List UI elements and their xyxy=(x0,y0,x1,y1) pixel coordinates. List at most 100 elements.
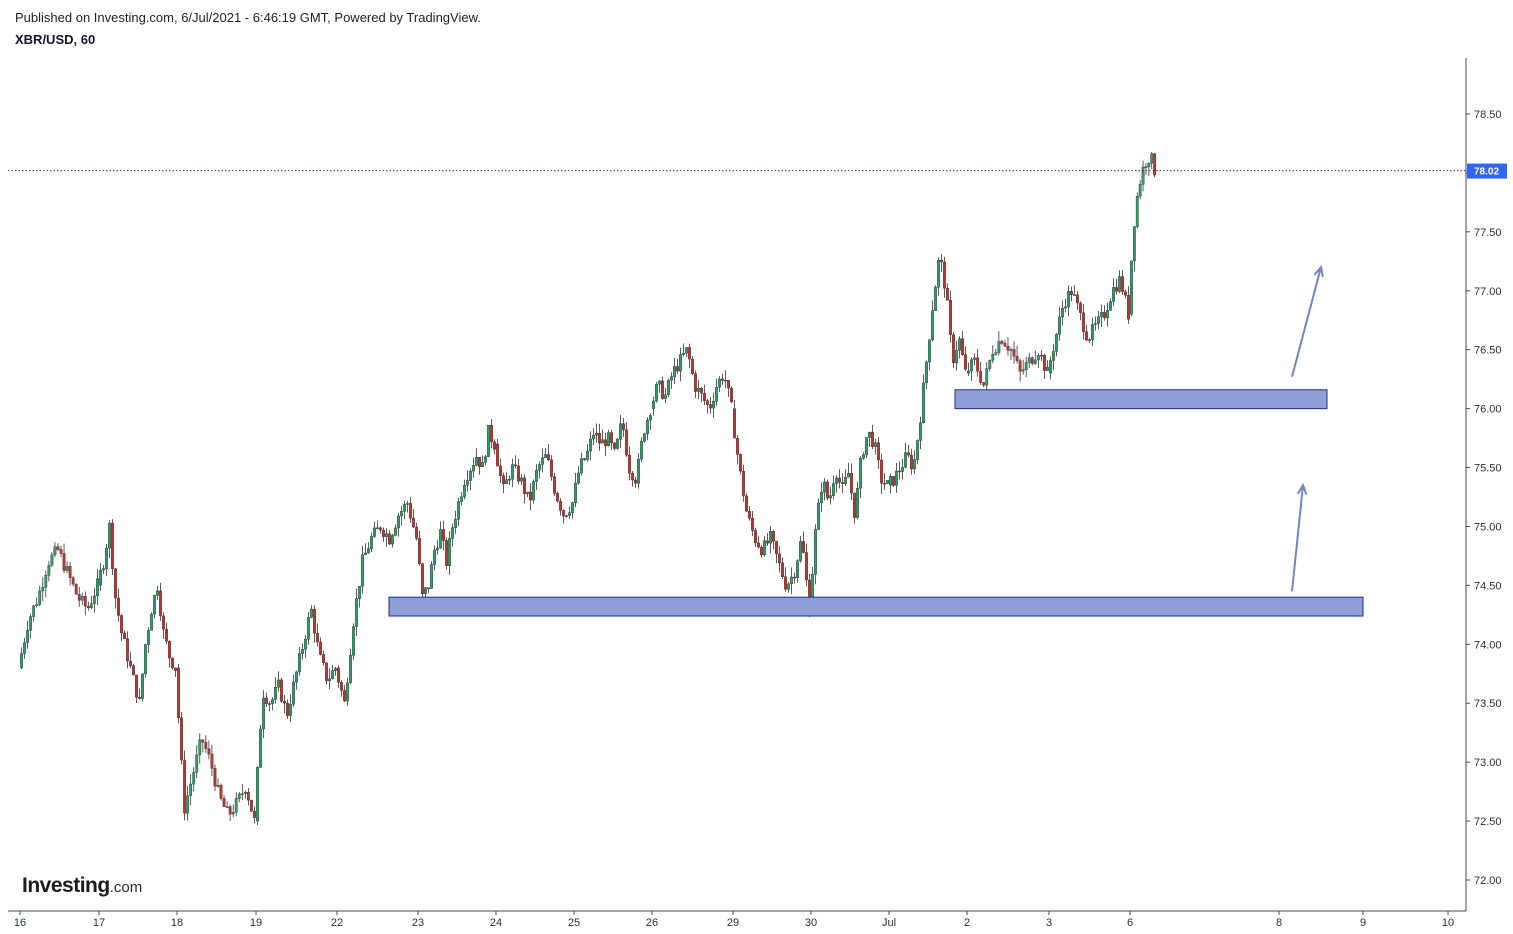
candle xyxy=(246,788,250,806)
candle-body xyxy=(65,566,69,571)
candle xyxy=(511,458,514,488)
projection-arrow[interactable] xyxy=(1291,482,1308,592)
candle xyxy=(53,542,57,558)
x-tick-label: 19 xyxy=(250,917,262,929)
candle-body xyxy=(472,465,475,472)
candle-body xyxy=(934,287,937,311)
candle xyxy=(949,290,952,343)
candle-body xyxy=(26,630,29,643)
candle-body xyxy=(721,378,724,381)
candle-body xyxy=(454,519,457,528)
x-tick-label: 24 xyxy=(490,917,502,929)
candle-body xyxy=(129,660,132,666)
candle xyxy=(1006,337,1010,356)
candle xyxy=(547,443,550,462)
candle-body xyxy=(1027,357,1031,363)
candle-body xyxy=(739,454,742,472)
candle-body xyxy=(204,741,208,749)
candle xyxy=(1018,358,1022,382)
candle-body xyxy=(415,526,418,539)
candle xyxy=(292,674,295,708)
candle xyxy=(940,254,943,273)
candle-body xyxy=(1150,153,1154,164)
candle-body xyxy=(511,464,514,480)
candle-body xyxy=(478,457,481,468)
candle-body xyxy=(382,529,385,537)
candle xyxy=(628,446,631,481)
candle xyxy=(946,283,949,301)
candle-body xyxy=(928,339,931,363)
candle-body xyxy=(358,585,361,599)
candle xyxy=(610,429,613,450)
candle xyxy=(481,455,484,468)
candle xyxy=(32,605,36,622)
candle xyxy=(1052,343,1055,371)
candle xyxy=(1094,316,1097,331)
candle xyxy=(880,453,883,494)
candle xyxy=(1021,359,1025,375)
candle xyxy=(237,792,241,803)
candle-body xyxy=(370,536,373,549)
candle-body xyxy=(32,605,36,617)
candle xyxy=(1135,192,1139,229)
candle-body xyxy=(790,576,793,585)
candle xyxy=(228,804,232,822)
candle xyxy=(910,448,913,475)
candle xyxy=(286,699,289,719)
candle xyxy=(895,462,898,493)
candle xyxy=(538,461,541,479)
candle xyxy=(123,630,126,639)
candle xyxy=(216,778,220,788)
candle-body xyxy=(322,654,325,664)
candle-body xyxy=(796,560,799,579)
candle-body xyxy=(835,477,838,484)
support-zone[interactable] xyxy=(954,389,1328,410)
candle-body xyxy=(571,502,574,513)
candle xyxy=(850,463,853,501)
candle xyxy=(673,358,676,384)
candle xyxy=(733,400,736,439)
candle xyxy=(1079,301,1082,321)
candle xyxy=(1000,339,1004,345)
candle-body xyxy=(1000,341,1004,344)
candle xyxy=(967,362,970,377)
candle xyxy=(1147,162,1151,176)
candle xyxy=(457,497,460,527)
candle-body xyxy=(256,767,259,822)
candle xyxy=(586,444,589,462)
candle xyxy=(334,666,337,676)
candle xyxy=(760,544,763,558)
candle xyxy=(120,614,123,642)
candle-body xyxy=(304,638,307,650)
candle xyxy=(958,336,961,359)
candle xyxy=(1061,300,1064,326)
candle-body xyxy=(742,470,745,497)
candle-body xyxy=(352,626,355,656)
candle xyxy=(1049,356,1052,380)
candle xyxy=(355,588,358,636)
candle xyxy=(259,724,262,768)
candle xyxy=(277,671,280,692)
candle-body xyxy=(259,728,262,768)
current-price-tag: 78.02 xyxy=(1467,163,1507,179)
candle xyxy=(1112,278,1115,307)
candle-body xyxy=(23,642,26,654)
candle xyxy=(454,510,457,534)
candle-body xyxy=(946,287,949,301)
candle xyxy=(529,483,532,511)
candle xyxy=(523,474,526,504)
candle xyxy=(907,444,910,458)
candle xyxy=(114,567,117,609)
candle-body xyxy=(448,538,451,566)
candle xyxy=(448,531,451,575)
candle-body xyxy=(1021,369,1025,372)
support-zone[interactable] xyxy=(388,596,1364,617)
candle-body xyxy=(940,259,943,263)
candle-body xyxy=(523,477,526,494)
candle-body xyxy=(102,568,105,571)
candle xyxy=(883,473,886,490)
projection-arrow[interactable] xyxy=(1291,264,1324,378)
candle xyxy=(679,347,682,382)
candle-body xyxy=(262,697,265,730)
